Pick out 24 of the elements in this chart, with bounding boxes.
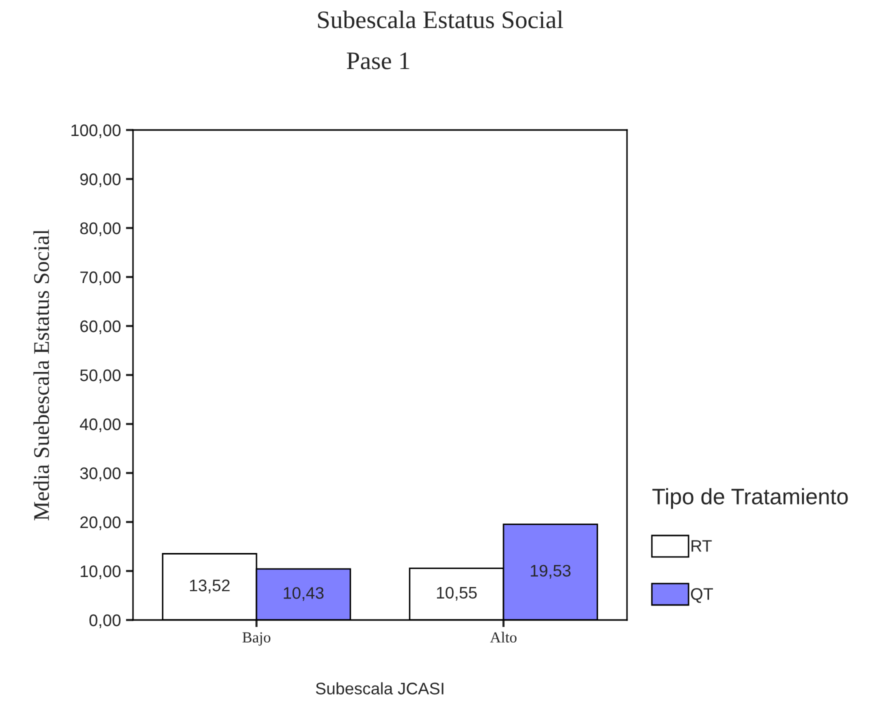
y-tick-label: 100,00 <box>71 124 121 138</box>
y-tick-label: 10,00 <box>80 565 121 580</box>
y-tick-label: 20,00 <box>80 516 121 530</box>
y-tick-label: 90,00 <box>80 173 121 188</box>
chart-subtitle: Pase 1 <box>346 52 410 70</box>
legend-label: QT <box>691 588 713 603</box>
legend-title: Tipo de Tratamiento <box>652 488 848 509</box>
y-tick-label: 60,00 <box>80 320 121 334</box>
data-label: 13,52 <box>190 580 230 594</box>
data-label: 10,55 <box>436 586 477 601</box>
x-tick-label: Bajo <box>242 632 270 646</box>
y-tick-label: 0,00 <box>89 614 121 628</box>
y-tick-label: 50,00 <box>80 369 121 384</box>
x-axis-title: Subescala JCASI <box>316 682 444 694</box>
legend-label: RT <box>692 540 712 552</box>
y-tick-label: 30,00 <box>80 467 121 482</box>
chart-title: Subescala Estatus Social <box>318 10 564 28</box>
data-label: 10,43 <box>284 587 324 601</box>
y-axis-title: Media Suebescala Estatus Social <box>33 230 50 520</box>
y-tick-label: 40,00 <box>80 418 121 432</box>
y-tick-label: 70,00 <box>80 271 121 286</box>
y-tick-label: 80,00 <box>80 222 121 236</box>
x-tick-label: Alto <box>490 632 516 643</box>
data-label: 19,53 <box>530 564 571 579</box>
